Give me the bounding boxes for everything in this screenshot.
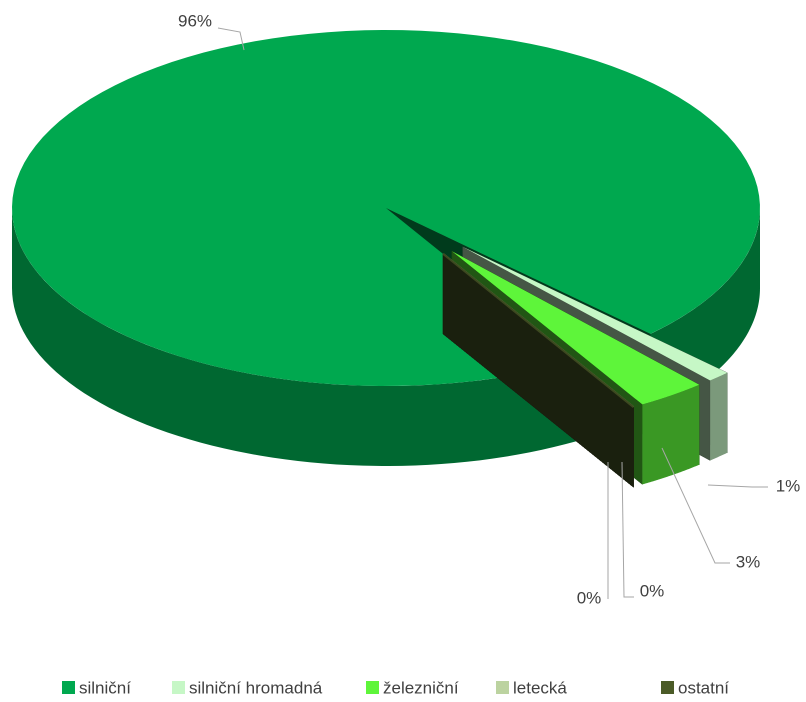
slice-wall (642, 384, 700, 485)
legend-label: železniční (383, 678, 459, 697)
slice (12, 30, 760, 386)
legend-label: silniční hromadná (189, 678, 323, 697)
slice (462, 246, 728, 381)
data-label: 3% (736, 552, 761, 571)
leader-line (217, 27, 245, 51)
slice (442, 253, 635, 408)
data-label: 96% (178, 11, 212, 30)
legend-label: ostatní (678, 678, 729, 697)
slice-wall (12, 208, 577, 466)
legend-swatch (496, 681, 509, 694)
leader-line (707, 484, 768, 488)
slice (451, 251, 700, 405)
data-label: 0% (640, 581, 665, 600)
slice-wall (710, 372, 728, 461)
data-label: 1% (776, 476, 801, 495)
legend-swatch (172, 681, 185, 694)
data-label: 0% (577, 588, 602, 607)
leader-line (661, 447, 730, 564)
leader-line (621, 461, 634, 598)
legend-label: silniční (79, 678, 131, 697)
legend-label: letecká (513, 678, 567, 697)
legend-swatch (661, 681, 674, 694)
legend-swatch (62, 681, 75, 694)
legend-swatch (366, 681, 379, 694)
